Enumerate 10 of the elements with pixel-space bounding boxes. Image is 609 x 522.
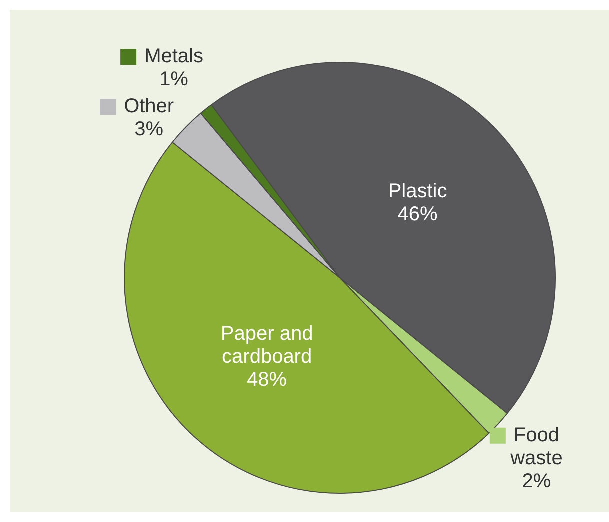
data-label: 48% xyxy=(247,368,288,391)
slice-label: Paper and cardboard xyxy=(220,322,314,368)
data-label: 3% xyxy=(134,118,164,141)
slice-label: Plastic xyxy=(388,180,448,202)
legend-label: Food waste xyxy=(510,424,563,470)
data-label: 46% xyxy=(398,203,438,226)
data-label: 2% xyxy=(522,470,552,492)
legend-label: Other xyxy=(124,96,174,118)
data-label: 1% xyxy=(160,68,189,91)
legend-label: Metals xyxy=(144,46,204,68)
